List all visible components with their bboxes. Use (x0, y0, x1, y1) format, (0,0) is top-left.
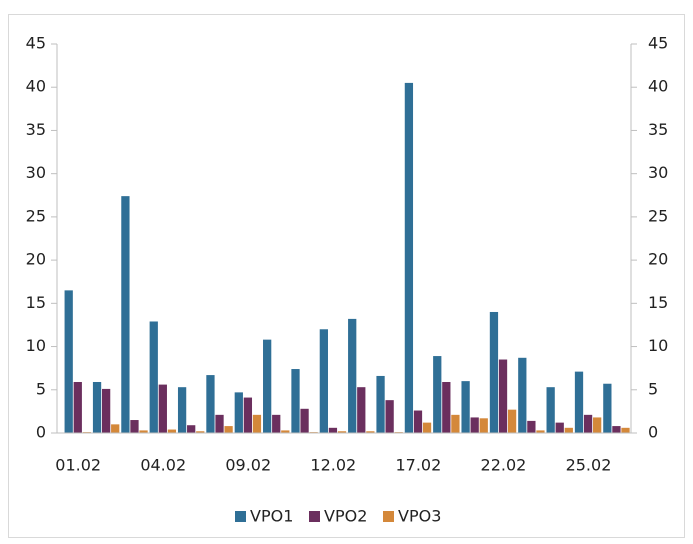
bar (385, 400, 394, 433)
bar (263, 339, 272, 433)
bar (300, 408, 309, 433)
bar (574, 371, 584, 433)
bar (130, 420, 139, 433)
y2-tick-label: 40 (648, 77, 668, 96)
y-tick-label: 20 (26, 250, 46, 269)
bar (111, 424, 120, 433)
bar (177, 387, 187, 433)
x-tick-label: 04.02 (140, 456, 186, 475)
bar (422, 422, 432, 433)
chart-frame (8, 14, 685, 538)
y2-tick-label: 45 (648, 34, 668, 53)
bar (121, 196, 130, 433)
legend-swatch (235, 511, 246, 522)
bar (224, 426, 233, 433)
bar (621, 427, 630, 433)
bar (376, 375, 385, 433)
bar (234, 392, 243, 433)
y-tick-label: 0 (36, 423, 46, 442)
y-tick-label: 15 (26, 293, 46, 312)
y-tick-label: 45 (26, 34, 46, 53)
x-tick-label: 25.02 (566, 456, 612, 475)
bar (433, 356, 442, 433)
legend-swatch (309, 511, 320, 522)
bar (272, 414, 281, 433)
legend-label: VPO1 (250, 507, 293, 526)
bar (337, 431, 347, 433)
bar (139, 430, 148, 433)
bar (603, 383, 612, 433)
y-tick-label: 5 (36, 379, 46, 398)
y-tick-label: 40 (26, 77, 46, 96)
y2-tick-label: 25 (648, 206, 668, 225)
bar (479, 418, 488, 433)
bar (196, 431, 205, 433)
bar (215, 414, 224, 433)
y-tick-label: 25 (26, 206, 46, 225)
bar (442, 381, 451, 433)
bar (158, 384, 167, 433)
bar (489, 311, 499, 433)
bar (64, 290, 73, 433)
y2-tick-label: 15 (648, 293, 668, 312)
bar (555, 422, 564, 433)
x-tick-label: 01.02 (55, 456, 101, 475)
bar (470, 417, 479, 433)
bar (451, 414, 460, 433)
legend-label: VPO3 (398, 507, 441, 526)
bar (612, 426, 621, 433)
bar (527, 420, 536, 433)
bar (243, 397, 253, 433)
y2-tick-label: 10 (648, 336, 668, 355)
bar (518, 357, 527, 433)
bar (536, 430, 545, 433)
y-tick-label: 30 (26, 163, 46, 182)
bar (498, 359, 508, 433)
bar (593, 417, 602, 433)
bar (73, 381, 82, 433)
y2-tick-label: 5 (648, 379, 658, 398)
bar (252, 414, 262, 433)
x-tick-label: 09.02 (225, 456, 271, 475)
bar (206, 375, 215, 433)
bar (413, 410, 423, 433)
bar (366, 431, 375, 433)
bar (187, 425, 196, 433)
y2-tick-label: 35 (648, 120, 668, 139)
y2-tick-label: 20 (648, 250, 668, 269)
bar (167, 429, 177, 433)
bar (328, 427, 338, 433)
x-tick-label: 22.02 (481, 456, 527, 475)
bar (546, 387, 555, 433)
bar (507, 409, 517, 433)
bar (101, 388, 111, 433)
bar (281, 430, 290, 433)
y2-tick-label: 0 (648, 423, 658, 442)
bar (564, 427, 573, 433)
bar (348, 318, 357, 433)
bar (149, 321, 158, 433)
x-tick-label: 17.02 (395, 456, 441, 475)
x-tick-label: 12.02 (310, 456, 356, 475)
legend-swatch (383, 511, 394, 522)
y-tick-label: 10 (26, 336, 46, 355)
bar (291, 369, 300, 433)
y-tick-label: 35 (26, 120, 46, 139)
bar (357, 387, 366, 433)
legend-label: VPO2 (324, 507, 367, 526)
bar (461, 381, 470, 433)
bar (92, 381, 102, 433)
bar (319, 329, 328, 433)
y2-tick-label: 30 (648, 163, 668, 182)
bar (583, 414, 593, 433)
bar (404, 82, 414, 434)
